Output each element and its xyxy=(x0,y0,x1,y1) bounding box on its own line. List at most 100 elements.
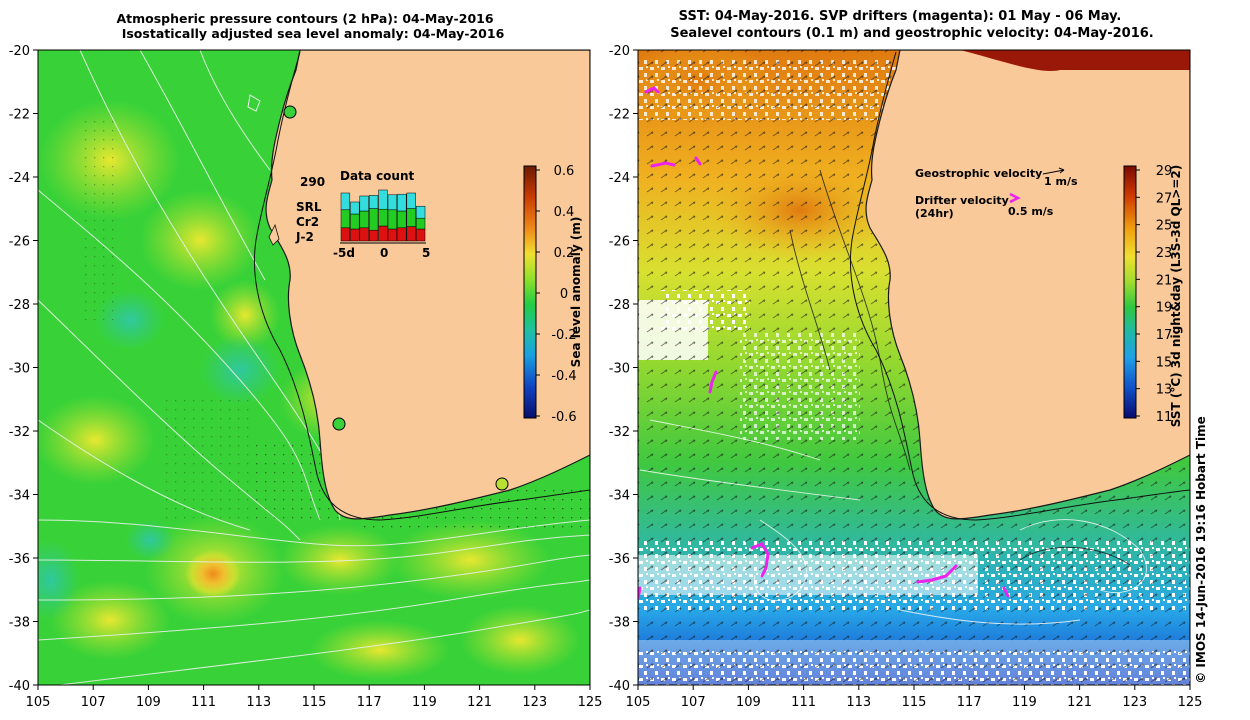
data-count-total: 290 xyxy=(300,175,325,189)
colorbar-tick-label: -0.2 xyxy=(551,328,576,343)
data-count-bars xyxy=(340,189,426,242)
x-tick-label: 119 xyxy=(412,695,437,710)
tide-gauge-markers xyxy=(283,105,509,491)
y-tick-label: -34 xyxy=(609,489,630,504)
sla-colorbar-label: Sea level anomaly (m) xyxy=(569,217,583,368)
data-count-bar-j2 xyxy=(406,226,416,242)
sla-colorbar-ticks: 0.6 0.4 0.2 0 -0.2 -0.4 -0.6 xyxy=(536,164,577,425)
colorbar-tick-label: 21 xyxy=(1156,273,1173,288)
colorbar-tick-label: 29 xyxy=(1156,164,1173,179)
data-count-inset: 290 Data count SRL Cr2 J-2 -5d 0 5 xyxy=(295,169,430,260)
x-tick-label: 123 xyxy=(1122,695,1147,710)
data-count-bar-cr2 xyxy=(368,208,379,231)
y-tick-label: -32 xyxy=(9,425,30,440)
x-tick-label: 109 xyxy=(136,695,161,710)
x-tick-label: 121 xyxy=(467,695,492,710)
data-count-bar-cr2 xyxy=(359,210,369,229)
y-tick-label: -20 xyxy=(9,44,30,59)
drifter-velocity-label: Drifter velocity xyxy=(915,194,1009,207)
y-tick-label: -28 xyxy=(9,298,30,313)
drifter-scale-value: 0.5 m/s xyxy=(1008,205,1054,218)
y-tick-label: -40 xyxy=(9,679,30,694)
y-tick-label: -24 xyxy=(609,171,630,186)
data-count-bar-cr2 xyxy=(406,208,416,227)
left-map: Atmospheric pressure contours (2 hPa): 0… xyxy=(9,11,603,710)
colorbar-tick-label: 0.6 xyxy=(554,164,575,179)
y-tick-label: -32 xyxy=(609,425,630,440)
left-title-line2: Isostatically adjusted sea level anomaly… xyxy=(122,26,505,41)
x-tick-label: 119 xyxy=(1012,695,1037,710)
data-count-axis-label: 0 xyxy=(380,246,388,260)
right-title-line2: Sealevel contours (0.1 m) and geostrophi… xyxy=(670,26,1153,41)
data-count-axis-label: 5 xyxy=(422,246,430,260)
colorbar-tick-label: -0.6 xyxy=(551,410,576,425)
left-y-axis: -20 -22 -24 -26 -28 -30 -32 -34 -36 -38 -40 xyxy=(9,44,38,694)
geostrophic-scale-value: 1 m/s xyxy=(1044,175,1078,188)
data-count-bar-cr2 xyxy=(415,217,426,230)
data-count-bar-j2 xyxy=(397,227,407,242)
data-count-bar-j2 xyxy=(387,228,398,242)
data-count-bar-j2 xyxy=(350,228,360,242)
data-count-axis-label: -5d xyxy=(333,246,355,260)
sst-colorbar: 29 27 25 23 21 19 17 15 13 11 SST (°C) 3d night&d… xyxy=(1123,164,1183,428)
data-count-bar-j2 xyxy=(415,228,426,242)
data-count-bar-srl xyxy=(378,189,388,210)
colorbar-tick-label: 0.2 xyxy=(554,246,575,261)
colorbar-tick-label: 19 xyxy=(1156,301,1173,316)
x-tick-label: 117 xyxy=(957,695,982,710)
y-tick-label: -26 xyxy=(609,235,630,250)
x-tick-label: 121 xyxy=(1067,695,1092,710)
x-tick-label: 107 xyxy=(681,695,706,710)
data-count-bar-srl xyxy=(415,205,426,219)
colorbar-tick-label: 23 xyxy=(1156,246,1173,261)
y-tick-label: -34 xyxy=(9,489,30,504)
colorbar-tick-label: 27 xyxy=(1156,191,1173,206)
left-x-axis: 105 107 109 111 113 115 117 119 121 123 125 xyxy=(26,685,603,710)
data-count-bar-srl xyxy=(359,195,369,212)
sst-colorbar-scale xyxy=(1123,165,1137,419)
x-tick-label: 107 xyxy=(81,695,106,710)
x-tick-label: 113 xyxy=(246,695,271,710)
tide-gauge-marker xyxy=(332,417,346,431)
colorbar-tick-label: 15 xyxy=(1156,355,1173,370)
data-count-bar-srl xyxy=(406,192,416,209)
y-tick-label: -36 xyxy=(9,552,30,567)
y-tick-label: -38 xyxy=(9,616,30,631)
x-tick-label: 125 xyxy=(578,695,603,710)
data-count-title: Data count xyxy=(340,169,415,183)
x-tick-label: 125 xyxy=(1178,695,1203,710)
data-count-bar-cr2 xyxy=(350,213,360,230)
data-count-bar-cr2 xyxy=(387,209,398,230)
colorbar-tick-label: 13 xyxy=(1156,383,1173,398)
y-tick-label: -26 xyxy=(9,235,30,250)
data-count-bar-j2 xyxy=(378,225,388,242)
colorbar-tick-label: 0.4 xyxy=(554,205,575,220)
x-tick-label: 109 xyxy=(736,695,761,710)
y-tick-label: -40 xyxy=(609,679,630,694)
data-count-bar-cr2 xyxy=(378,208,388,227)
sla-colorbar-scale xyxy=(523,165,537,419)
velocity-legend: Geostrophic velocity 1 m/s Drifter veloc… xyxy=(915,167,1078,220)
data-count-bar-j2 xyxy=(359,227,369,242)
x-tick-label: 117 xyxy=(357,695,382,710)
data-count-bar-srl xyxy=(350,201,360,215)
geostrophic-scale-arrow-icon xyxy=(1042,167,1065,175)
data-count-legend-srl: SRL xyxy=(296,200,322,214)
data-count-bar-cr2 xyxy=(340,209,351,229)
data-count-legend-j2: J-2 xyxy=(295,230,314,244)
x-tick-label: 115 xyxy=(302,695,327,710)
drifter-scale-arrow-icon xyxy=(1009,192,1021,204)
sla-field xyxy=(38,50,590,685)
y-tick-label: -28 xyxy=(609,298,630,313)
y-tick-label: -22 xyxy=(9,108,30,123)
x-tick-label: 111 xyxy=(791,695,816,710)
sst-colorbar-label: SST (°C) 3d night&day (L3S-3d QL>=2) xyxy=(1169,165,1183,428)
data-count-bar-srl xyxy=(387,194,398,211)
x-tick-label: 113 xyxy=(846,695,871,710)
y-tick-label: -36 xyxy=(609,552,630,567)
right-x-axis: 105 107 109 111 113 115 117 119 121 123 125 xyxy=(626,685,1203,710)
geostrophic-velocity-label: Geostrophic velocity xyxy=(915,167,1042,180)
data-count-bar-cr2 xyxy=(397,210,407,229)
right-y-axis: -20 -22 -24 -26 -28 -30 -32 -34 -36 -38 -40 xyxy=(609,44,638,694)
